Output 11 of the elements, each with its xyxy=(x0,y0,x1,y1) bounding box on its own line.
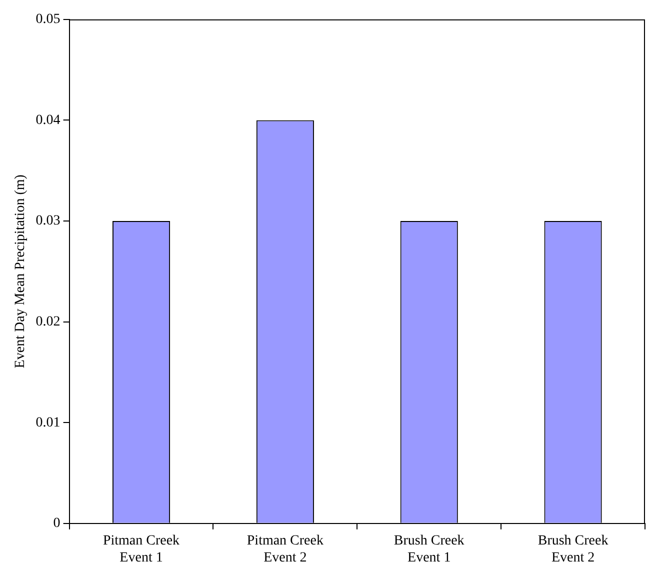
y-tick-label: 0.02 xyxy=(36,314,60,330)
x-tick-label: Brush Creek Event 1 xyxy=(394,533,464,566)
y-tick-label: 0.03 xyxy=(36,214,60,229)
y-axis-title: Event Day Mean Precipitation (m) xyxy=(13,174,28,368)
y-tick-label: 0.05 xyxy=(36,12,60,28)
x-tick-label: Brush Creek Event 2 xyxy=(538,533,608,566)
y-tick-label: 0 xyxy=(53,516,60,532)
x-tick-label: Pitman Creek Event 1 xyxy=(102,533,180,566)
y-tick-label: 0.01 xyxy=(36,415,60,430)
y-tick-label: 0.04 xyxy=(36,112,60,128)
x-tick-label: Pitman Creek Event 2 xyxy=(246,533,324,566)
